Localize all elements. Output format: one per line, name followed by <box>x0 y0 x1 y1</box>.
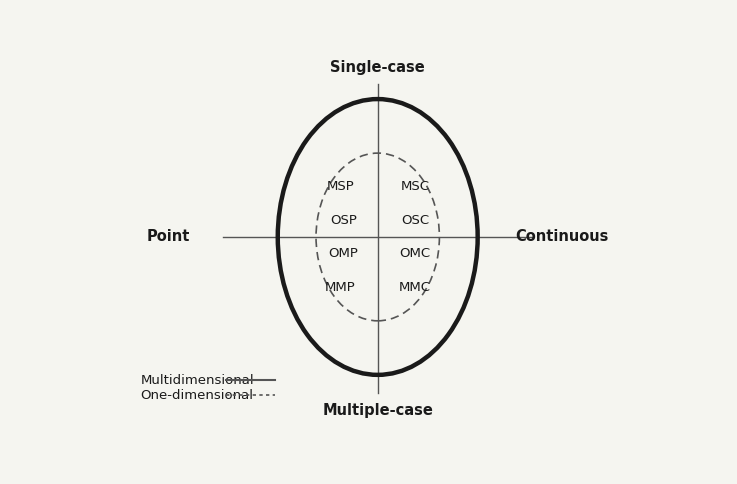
Text: Continuous: Continuous <box>516 229 609 244</box>
Text: OMC: OMC <box>399 247 430 260</box>
Text: OSP: OSP <box>330 214 357 227</box>
Text: MSP: MSP <box>326 180 354 193</box>
Text: MMC: MMC <box>399 281 431 294</box>
Text: Multidimensional: Multidimensional <box>141 374 254 387</box>
Text: One-dimensional: One-dimensional <box>141 389 254 402</box>
Text: Single-case: Single-case <box>330 60 425 75</box>
Text: MSC: MSC <box>400 180 430 193</box>
Text: Point: Point <box>147 229 189 244</box>
Text: MMP: MMP <box>325 281 356 294</box>
Text: OMP: OMP <box>329 247 358 260</box>
Text: Multiple-case: Multiple-case <box>322 403 433 418</box>
Text: OSC: OSC <box>401 214 429 227</box>
